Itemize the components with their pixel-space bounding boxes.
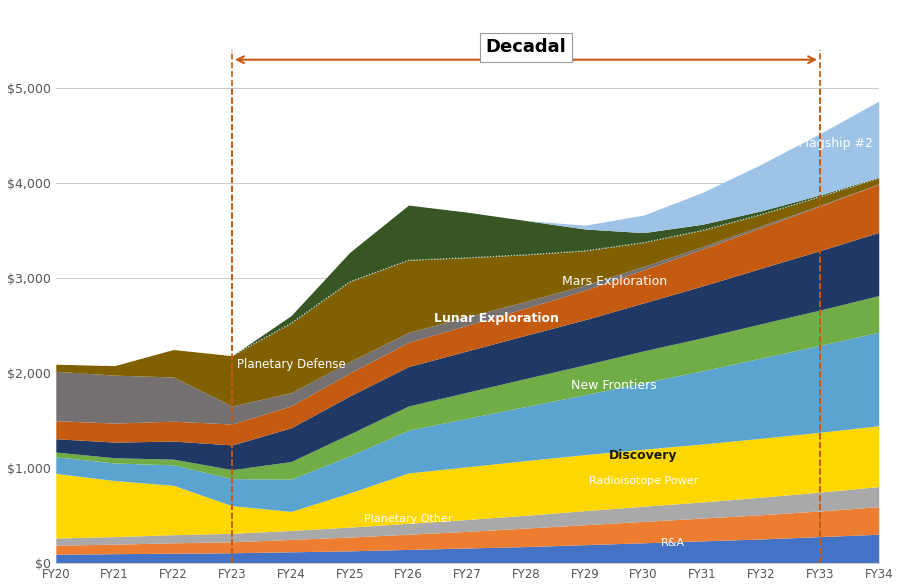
Text: Mars Exploration: Mars Exploration <box>562 275 667 288</box>
Text: Planetary Other: Planetary Other <box>364 513 453 523</box>
Text: Decadal: Decadal <box>486 38 566 56</box>
Text: Discovery: Discovery <box>609 449 678 462</box>
Text: Radioisotope Power: Radioisotope Power <box>589 476 698 486</box>
Text: Europa Clipper: Europa Clipper <box>71 330 158 343</box>
Text: New Flagship #2: New Flagship #2 <box>767 137 873 150</box>
Text: Planetary Defense: Planetary Defense <box>237 358 346 371</box>
Text: Lunar Exploration: Lunar Exploration <box>434 312 559 325</box>
Text: Mars Sample Return: Mars Sample Return <box>198 240 325 253</box>
Text: New Flagship #1: New Flagship #1 <box>326 167 432 180</box>
Text: New Frontiers: New Frontiers <box>572 379 657 392</box>
Text: R&A: R&A <box>661 538 685 548</box>
